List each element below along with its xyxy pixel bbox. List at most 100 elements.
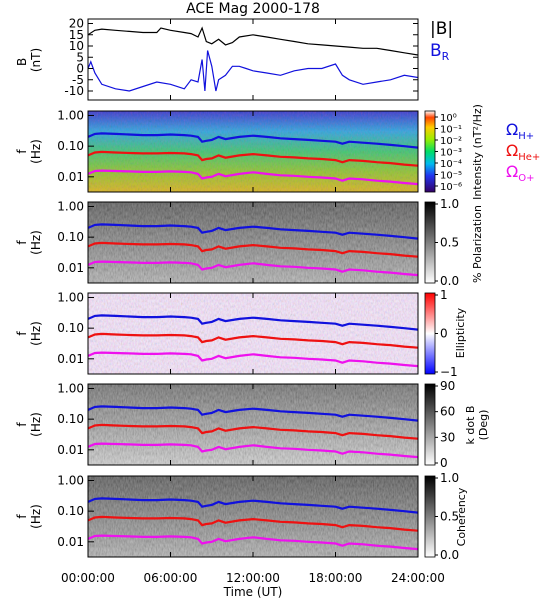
- polarization-ylabel-line1: f: [15, 240, 29, 245]
- kdotb-colorbar-label: k dot B: [464, 406, 477, 445]
- x-tick-label: 00:00:00: [61, 571, 115, 585]
- intensity-colorbar-label: Intensity (nT²/Hz): [471, 104, 484, 200]
- omega-h-label: ΩH+: [506, 120, 534, 142]
- b-field-ytick-label: -10: [64, 84, 84, 98]
- coherency-ylabel: f(Hz): [15, 504, 43, 529]
- intensity-ylabel: f(Hz): [15, 139, 43, 164]
- coherency-ytick-label: 0.10: [57, 504, 84, 518]
- x-tick-label: 18:00:00: [309, 571, 363, 585]
- polarization-ytick-label: 1.00: [57, 199, 84, 213]
- x-tick-label: 24:00:00: [391, 571, 445, 585]
- coherency-ylabel-line2: (Hz): [29, 504, 43, 529]
- intensity-ytick-label: 0.10: [57, 139, 84, 153]
- ellipticity-omega-o-line: [88, 351, 418, 368]
- coherency-omega-o-line: [88, 534, 418, 551]
- coherency-omega-he-line: [88, 515, 418, 532]
- intensity-omega-h-line: [88, 132, 418, 149]
- intensity-colorbar-tick-label: 10⁻³: [440, 148, 462, 159]
- x-axis-label: Time (UT): [223, 585, 283, 599]
- coherency-ytick-label: 0.01: [57, 535, 84, 549]
- polarization-colorbar-label: % Polarization: [471, 205, 484, 283]
- ellipticity-colorbar-tick-label: 1: [440, 288, 448, 302]
- intensity-ylabel-line2: (Hz): [29, 139, 43, 164]
- ellipticity-colorbar: [424, 292, 436, 375]
- polarization-colorbar-tick-label: 0.0: [440, 274, 459, 288]
- ellipticity-ytick-label: 1.00: [57, 290, 84, 304]
- coherency-colorbar-tick-label: 1.0: [440, 471, 459, 485]
- kdotb-ylabel: f(Hz): [15, 412, 43, 437]
- intensity-panel: 1.00 0.10 0.01 10⁰10⁻¹10⁻²10⁻³10⁻⁴10⁻⁵10⁻⁶…: [57, 104, 540, 200]
- kdotb-ytick-label: 0.10: [57, 412, 84, 426]
- intensity-ylabel-line1: f: [15, 149, 29, 154]
- polarization-panel: 1.00 0.10 0.01 1.0 0.5 0.0 % Polarization: [57, 197, 484, 288]
- kdotb-ytick-label: 1.00: [57, 381, 84, 395]
- intensity-colorbar: [424, 110, 436, 193]
- intensity-omega-o-line: [88, 169, 418, 186]
- ellipticity-colorbar-tick-label: 0: [440, 327, 448, 341]
- kdotb-ytick-label: 0.01: [57, 443, 84, 457]
- kdotb-colorbar-tick-label: 90: [440, 379, 455, 393]
- omega-he-symbol: Ω: [506, 141, 518, 160]
- kdotb-ylabel-line1: f: [15, 422, 29, 427]
- intensity-colorbar-tick-label: 10⁻⁵: [440, 171, 462, 182]
- legend-b-radial-main: B: [430, 41, 442, 61]
- polarization-ytick-label: 0.10: [57, 230, 84, 244]
- omega-h-sub: H+: [518, 131, 534, 142]
- b-field-ytick-label: 10: [69, 39, 84, 53]
- omega-o-symbol: Ω: [506, 162, 518, 181]
- ellipticity-colorbar-tick-label: −1: [440, 365, 458, 379]
- polarization-colorbar: [424, 201, 436, 284]
- kdotb-omega-o-line: [88, 442, 418, 459]
- intensity-colorbar-tick-label: 10⁻⁶: [440, 182, 462, 193]
- polarization-omega-he-line: [88, 241, 418, 258]
- omega-he-sub: He+: [518, 152, 540, 163]
- polarization-omega-o-line: [88, 260, 418, 277]
- kdotb-colorbar-tick-label: 30: [440, 430, 455, 444]
- polarization-colorbar-tick-label: 0.5: [440, 236, 459, 250]
- kdotb-ylabel-line2: (Hz): [29, 412, 43, 437]
- coherency-colorbar-tick-label: 0.0: [440, 548, 459, 562]
- b-field-ytick-label: 15: [69, 28, 84, 42]
- intensity-colorbar-tick-label: 10⁻²: [440, 136, 462, 147]
- kdotb-omega-he-line: [88, 423, 418, 440]
- b-radial-line: [88, 50, 418, 92]
- ellipticity-omega-h-line: [88, 314, 418, 331]
- polarization-ylabel: f(Hz): [15, 230, 43, 255]
- b-field-ytick-label: 0: [76, 62, 84, 76]
- x-tick-label: 12:00:00: [226, 571, 280, 585]
- intensity-ytick-label: 0.01: [57, 170, 84, 184]
- legend-b-radial: BR: [430, 41, 450, 63]
- ellipticity-panel: 1.00 0.10 0.01 1 0 −1 Ellipticity: [57, 288, 467, 379]
- b-field-ytick-label: -5: [72, 73, 84, 87]
- polarization-colorbar-tick-label: 1.0: [440, 197, 459, 211]
- coherency-panel: 1.00 0.10 0.01 1.0 0.5 0.0 Coherency: [57, 471, 468, 562]
- ellipticity-colorbar-label: Ellipticity: [454, 307, 467, 358]
- intensity-colorbar-tick-label: 10⁻⁴: [440, 159, 462, 170]
- b-field-ylabel-line1: B: [15, 58, 29, 66]
- ellipticity-ytick-label: 0.10: [57, 321, 84, 335]
- coherency-colorbar-label: Coherency: [455, 487, 468, 546]
- b-field-ylabel: B (nT): [15, 48, 43, 72]
- polarization-omega-h-line: [88, 223, 418, 240]
- coherency-ytick-label: 1.00: [57, 473, 84, 487]
- b-field-ytick-label: 5: [76, 50, 84, 64]
- b-field-ytick-label: 20: [69, 17, 84, 31]
- kdotb-colorbar-tick-label: 0: [440, 456, 448, 470]
- omega-h-symbol: Ω: [506, 120, 518, 139]
- kdotb-colorbar: [424, 383, 436, 466]
- coherency-omega-h-line: [88, 497, 418, 514]
- b-field-ylabel-line2: (nT): [29, 48, 43, 72]
- ellipticity-omega-he-line: [88, 332, 418, 349]
- ellipticity-ylabel-line1: f: [15, 331, 29, 336]
- omega-he-label: ΩHe+: [506, 141, 540, 163]
- intensity-colorbar-tick-label: 10⁰: [440, 113, 457, 124]
- omega-o-sub: O+: [518, 173, 534, 184]
- kdotb-panel: 1.00 0.10 0.01 90 60 30 0 k dot B (Deg): [57, 379, 490, 470]
- polarization-ytick-label: 0.01: [57, 261, 84, 275]
- intensity-omega-he-line: [88, 150, 418, 167]
- kdotb-colorbar-label2: (Deg): [477, 410, 490, 441]
- kdotb-omega-h-line: [88, 405, 418, 422]
- intensity-ytick-label: 1.00: [57, 108, 84, 122]
